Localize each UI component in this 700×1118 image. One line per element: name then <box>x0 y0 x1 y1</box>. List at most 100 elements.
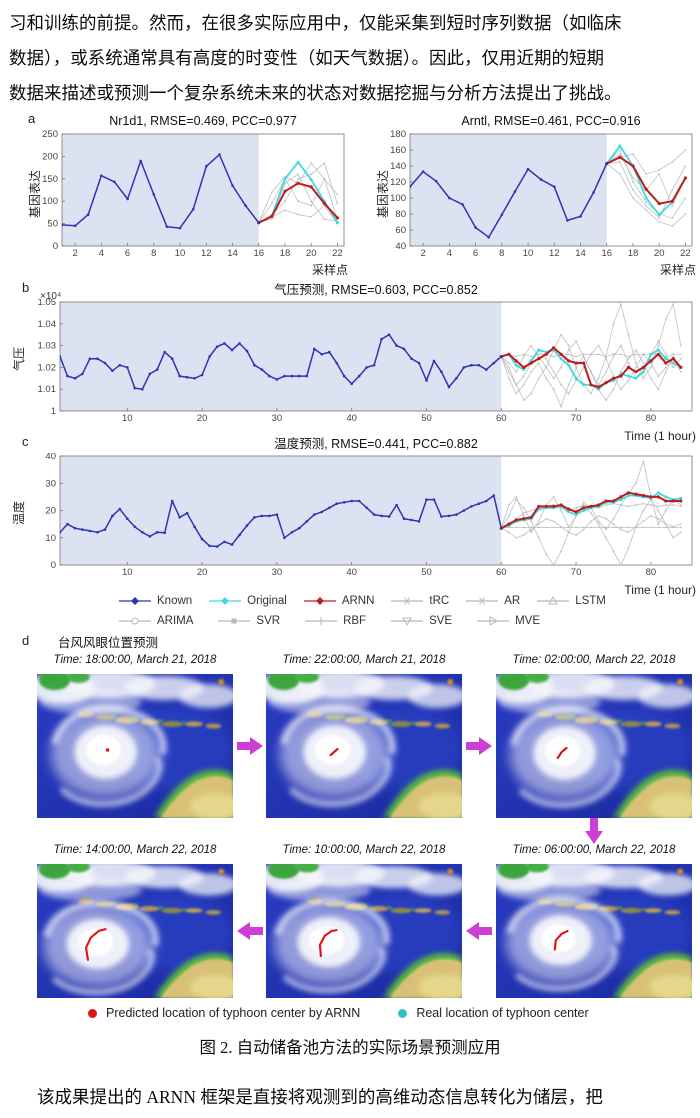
chart-title: Arntl, RMSE=0.461, PCC=0.916 <box>461 114 641 128</box>
svg-text:20: 20 <box>197 567 208 578</box>
svg-text:40: 40 <box>346 567 357 578</box>
legend-label: RBF <box>343 615 367 627</box>
asterisk-marker-icon <box>466 597 499 605</box>
svg-text:4: 4 <box>99 248 104 259</box>
legend-label: MVE <box>515 615 541 627</box>
arrow-left-icon <box>466 922 492 940</box>
figure-caption: 图 2. 自动储备池方法的实际场景预测应用 <box>199 1038 501 1057</box>
legend-item-trc: tRC <box>390 595 449 607</box>
satellite-timestamp: Time: 06:00:00, March 22, 2018 <box>512 844 676 856</box>
legend-label: tRC <box>429 595 450 607</box>
panel-label-c: c <box>22 434 29 449</box>
paragraph-top: 习和训练的前提。然而，在很多实际应用中，仅能采集到短时序列数据（如临床 数据），… <box>9 6 695 111</box>
svg-text:50: 50 <box>421 413 432 424</box>
svg-text:18: 18 <box>628 248 639 259</box>
panel-d-title: 台风风眼位置预测 <box>58 636 159 650</box>
satellite-figure: Time: 22:00:00, March 21, 2018 <box>266 654 462 818</box>
svg-text:10: 10 <box>175 248 186 259</box>
svg-text:60: 60 <box>395 225 406 236</box>
svg-text:40: 40 <box>395 241 406 252</box>
legend-item-mve: MVE <box>476 615 540 627</box>
chart-title: Nr1d1, RMSE=0.469, PCC=0.977 <box>109 114 297 128</box>
diamond-marker-icon <box>209 597 242 605</box>
diamond-marker-icon <box>119 597 151 605</box>
legend-item-svr: SVR <box>217 615 280 627</box>
triangle-up-marker-icon <box>537 595 570 605</box>
svg-text:8: 8 <box>151 248 156 259</box>
legend-item-arnn: ARNN <box>303 595 374 607</box>
svg-text:50: 50 <box>47 219 58 230</box>
real-location-dot-icon <box>398 1008 408 1018</box>
svg-text:0: 0 <box>51 560 56 571</box>
method-legend: Known Original ARNN tRC AR LSTM ARIMA SVR RBF SV… <box>118 591 606 631</box>
satellite-figure: Time: 02:00:00, March 22, 2018 <box>496 654 692 818</box>
svg-text:30: 30 <box>45 478 56 489</box>
typhoon-legend: Predicted location of typhoon center by … <box>88 1006 589 1020</box>
svg-text:8: 8 <box>499 248 504 259</box>
svg-text:14: 14 <box>575 248 586 259</box>
svg-text:70: 70 <box>571 413 582 424</box>
arrow-left-icon <box>237 922 263 940</box>
svg-text:6: 6 <box>473 248 478 259</box>
square-marker-icon <box>218 618 251 624</box>
legend-label: Known <box>157 595 193 607</box>
satellite-figure: Time: 14:00:00, March 22, 2018 <box>37 844 233 998</box>
y-axis-exponent: ×10⁴ <box>40 291 62 302</box>
svg-text:22: 22 <box>332 248 343 259</box>
svg-text:100: 100 <box>390 193 406 204</box>
paragraph-bottom: 该成果提出的 ARNN 框架是直接将观测到的高维动态信息转化为储层，把 <box>37 1087 603 1107</box>
chart-temperature: 温度预测, RMSE=0.441, PCC=0.882 10 20 30 40 50 60… <box>12 437 698 597</box>
svg-text:6: 6 <box>125 248 130 259</box>
satellite-figure: Time: 06:00:00, March 22, 2018 <box>496 844 692 998</box>
svg-text:70: 70 <box>571 567 582 578</box>
satellite-timestamp: Time: 10:00:00, March 22, 2018 <box>282 844 446 856</box>
svg-text:140: 140 <box>390 161 406 172</box>
svg-text:4: 4 <box>447 248 452 259</box>
svg-text:40: 40 <box>45 453 56 462</box>
chart-plot: 10 20 30 40 50 60 70 80 1 1.01 1.02 1.03 1.04 1.05 <box>38 299 693 424</box>
satellite-timestamp: Time: 02:00:00, March 22, 2018 <box>512 654 676 666</box>
x-axis-label: 采样点 <box>659 263 696 277</box>
arrow-right-icon <box>466 737 492 755</box>
svg-text:20: 20 <box>654 248 665 259</box>
predicted-location-dot-icon <box>88 1008 97 1018</box>
svg-text:50: 50 <box>421 567 432 578</box>
arrow-right-icon <box>237 737 263 755</box>
svg-text:20: 20 <box>197 413 208 424</box>
svg-text:16: 16 <box>253 248 264 259</box>
chart-pressure: 气压预测, RMSE=0.603, PCC=0.852 ×10⁴ 10 20 30 4… <box>12 283 698 443</box>
legend-item-sve: SVE <box>390 615 452 627</box>
svg-text:250: 250 <box>42 130 58 140</box>
legend-label: SVE <box>429 615 453 627</box>
triangle-down-marker-icon <box>391 617 424 627</box>
panel-label-a: a <box>28 111 36 126</box>
typhoon-legend-item: Predicted location of typhoon center by … <box>88 1006 360 1020</box>
svg-text:80: 80 <box>646 413 657 424</box>
arrow-down-icon <box>585 818 603 844</box>
chart-title: 温度预测, RMSE=0.441, PCC=0.882 <box>274 437 478 451</box>
svg-text:1.04: 1.04 <box>38 319 57 330</box>
svg-text:1.02: 1.02 <box>38 362 57 373</box>
legend-item-rbf: RBF <box>304 615 366 627</box>
typhoon-legend-label: Real location of typhoon center <box>416 1006 589 1020</box>
svg-text:120: 120 <box>390 177 406 188</box>
chart-title: 气压预测, RMSE=0.603, PCC=0.852 <box>274 283 478 297</box>
satellite-image <box>37 864 233 998</box>
satellite-image <box>266 674 462 818</box>
typhoon-legend-label: Predicted location of typhoon center by … <box>106 1006 361 1020</box>
svg-text:60: 60 <box>496 413 507 424</box>
satellite-figure: Time: 10:00:00, March 22, 2018 <box>266 844 462 998</box>
legend-item-known: Known <box>118 595 192 607</box>
legend-label: Original <box>247 595 287 607</box>
y-axis-label: 气压 <box>12 346 26 371</box>
svg-text:80: 80 <box>395 209 406 220</box>
svg-text:40: 40 <box>346 413 357 424</box>
svg-text:18: 18 <box>280 248 291 259</box>
satellite-figure: Time: 18:00:00, March 21, 2018 <box>37 654 233 818</box>
triangle-right-marker-icon <box>477 616 510 626</box>
svg-text:1.01: 1.01 <box>38 384 57 395</box>
legend-label: ARIMA <box>157 615 194 627</box>
svg-text:12: 12 <box>549 248 560 259</box>
chart-arntl: Arntl, RMSE=0.461, PCC=0.916 2 4 6 8 10 12 14 1… <box>376 114 698 277</box>
satellite-image <box>496 674 692 818</box>
